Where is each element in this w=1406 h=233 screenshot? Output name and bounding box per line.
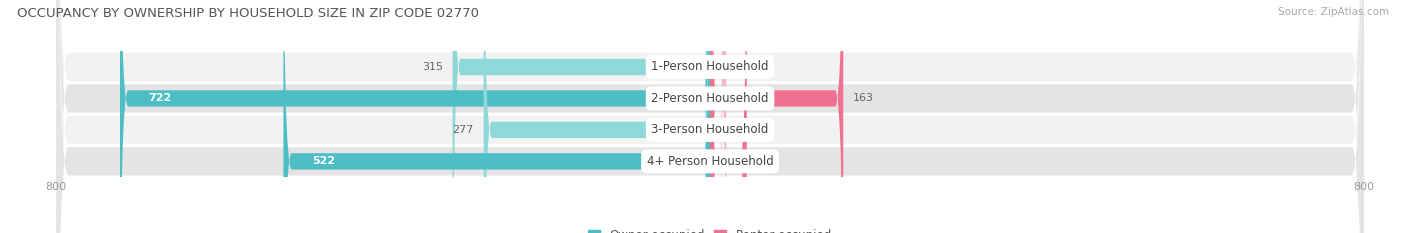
Text: 20: 20 [737,62,751,72]
FancyBboxPatch shape [484,0,710,233]
Text: 3-Person Household: 3-Person Household [651,123,769,136]
FancyBboxPatch shape [710,0,747,233]
FancyBboxPatch shape [710,0,723,233]
Text: OCCUPANCY BY OWNERSHIP BY HOUSEHOLD SIZE IN ZIP CODE 02770: OCCUPANCY BY OWNERSHIP BY HOUSEHOLD SIZE… [17,7,479,20]
Legend: Owner-occupied, Renter-occupied: Owner-occupied, Renter-occupied [583,224,837,233]
FancyBboxPatch shape [284,0,710,233]
FancyBboxPatch shape [120,0,710,233]
Text: Source: ZipAtlas.com: Source: ZipAtlas.com [1278,7,1389,17]
Text: 0: 0 [733,125,740,135]
FancyBboxPatch shape [56,0,1364,233]
Text: 1-Person Household: 1-Person Household [651,61,769,73]
Text: 45: 45 [756,156,770,166]
Text: 163: 163 [853,93,875,103]
Text: 4+ Person Household: 4+ Person Household [647,155,773,168]
FancyBboxPatch shape [453,0,710,233]
FancyBboxPatch shape [56,0,1364,233]
FancyBboxPatch shape [56,0,1364,233]
Text: 2-Person Household: 2-Person Household [651,92,769,105]
Text: 522: 522 [312,156,335,166]
FancyBboxPatch shape [56,0,1364,233]
FancyBboxPatch shape [710,0,727,233]
Text: 315: 315 [422,62,443,72]
Text: 722: 722 [149,93,172,103]
FancyBboxPatch shape [710,0,844,233]
Text: 277: 277 [453,125,474,135]
